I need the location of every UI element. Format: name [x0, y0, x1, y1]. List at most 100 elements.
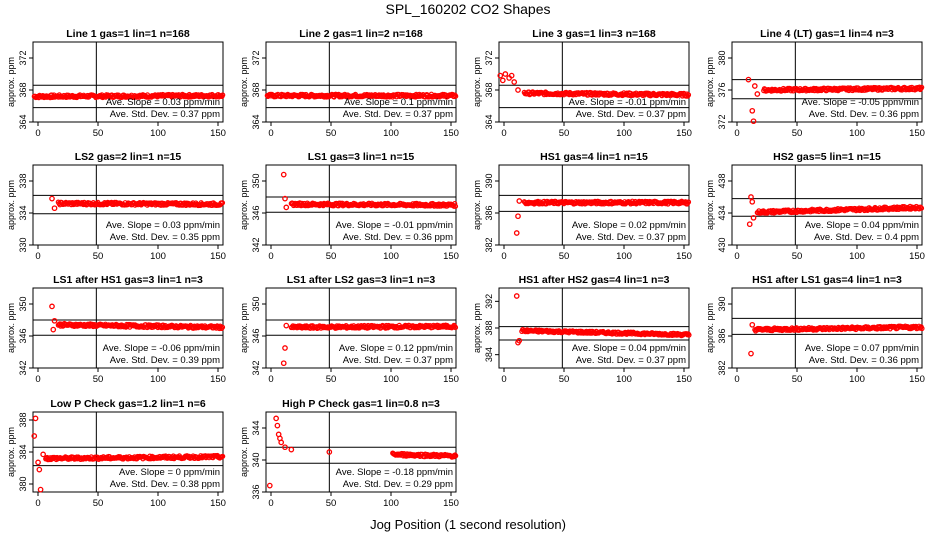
y-tick-label: 386: [717, 328, 727, 343]
data-point: [749, 198, 756, 205]
x-tick-label: 150: [676, 374, 692, 385]
data-point: [453, 453, 459, 459]
data-points: [280, 171, 459, 211]
slope-annotation: Ave. Slope = 0.12 ppm/min: [339, 343, 453, 354]
data-point: [516, 198, 523, 204]
x-tick-label: 50: [792, 374, 803, 385]
x-tick-label: 100: [383, 251, 399, 262]
data-point: [452, 201, 458, 207]
x-tick-label: 0: [268, 251, 273, 262]
data-point: [452, 324, 459, 331]
x-tick-label: 150: [210, 374, 226, 385]
slope-annotation: Ave. Slope = 0 ppm/min: [119, 467, 220, 478]
data-point: [266, 482, 273, 489]
x-tick-label: 0: [268, 128, 273, 139]
x-tick-label: 100: [150, 498, 166, 509]
x-tick-label: 150: [210, 128, 226, 139]
data-point: [40, 451, 46, 458]
y-tick-label: 376: [717, 82, 727, 97]
data-point: [750, 118, 757, 125]
std-dev-annotation: Ave. Std. Dev. = 0.37 ppm: [576, 232, 686, 243]
data-point: [502, 71, 509, 77]
data-point: [749, 321, 756, 328]
subplot-13: Low P Check gas=1.2 lin=1 n=6 0 50 100 150 38…: [6, 398, 226, 509]
y-tick-label: 384: [18, 444, 28, 459]
subplot-11: HS1 after HS2 gas=4 lin=1 n=3 0 50 100 150 38…: [472, 274, 692, 385]
slope-annotation: Ave. Slope = -0.01 ppm/min: [336, 220, 453, 231]
y-tick-label: 346: [251, 205, 261, 220]
data-point: [220, 92, 226, 98]
x-tick-label: 50: [326, 498, 337, 509]
data-point: [283, 322, 290, 329]
subplot-title: Line 4 (LT) gas=1 lin=4 n=3: [760, 28, 894, 40]
slope-annotation: Ave. Slope = -0.18 ppm/min: [336, 467, 453, 478]
data-point: [511, 79, 518, 85]
plot-frame: [498, 41, 690, 123]
x-tick-label: 50: [559, 374, 570, 385]
x-tick-label: 50: [559, 128, 570, 139]
std-dev-annotation: Ave. Std. Dev. = 0.29 ppm: [343, 479, 453, 490]
x-tick-label: 100: [849, 128, 865, 139]
subplot-title: HS1 after LS1 gas=4 lin=1 n=3: [752, 274, 902, 286]
subplot-title: LS1 after HS1 gas=3 lin=1 n=3: [53, 274, 203, 286]
y-tick-label: 384: [484, 347, 494, 362]
data-point: [36, 466, 43, 473]
data-point: [508, 72, 515, 79]
x-tick-label: 50: [93, 128, 104, 139]
data-point: [919, 84, 925, 90]
plot-frame: [265, 411, 457, 493]
data-point: [453, 93, 459, 99]
subplot-3: Line 3 gas=1 lin=3 n=168 0 50 100 150 364 368 3…: [472, 28, 692, 139]
y-tick-label: 342: [251, 360, 261, 375]
y-tick-label: 380: [717, 50, 727, 65]
x-tick-label: 100: [616, 251, 632, 262]
subplot-9: LS1 after HS1 gas=3 lin=1 n=3 0 50 100 150 34…: [6, 274, 226, 385]
x-tick-label: 100: [150, 374, 166, 385]
x-tick-label: 0: [268, 498, 273, 509]
data-point: [754, 91, 761, 97]
y-axis-label: approx. ppm: [6, 57, 16, 107]
std-dev-annotation: Ave. Std. Dev. = 0.37 ppm: [110, 109, 220, 120]
y-tick-label: 390: [484, 173, 494, 188]
y-tick-label: 346: [251, 328, 261, 343]
subplot-title: High P Check gas=1 lin=0.8 n=3: [282, 398, 440, 410]
data-point: [326, 449, 333, 455]
x-tick-label: 100: [849, 374, 865, 385]
y-tick-label: 350: [251, 296, 261, 311]
subplot-8: HS2 gas=5 lin=1 n=15 0 50 100 150 430 434 438ap…: [705, 151, 925, 262]
data-point: [499, 77, 506, 84]
x-tick-label: 0: [35, 128, 40, 139]
x-tick-label: 0: [501, 251, 506, 262]
y-tick-label: 364: [251, 114, 261, 129]
data-point: [278, 439, 285, 446]
y-tick-label: 438: [717, 173, 727, 188]
data-points: [497, 71, 692, 99]
std-dev-annotation: Ave. Std. Dev. = 0.36 ppm: [809, 355, 919, 366]
y-tick-label: 392: [484, 294, 494, 309]
x-tick-label: 100: [383, 498, 399, 509]
y-tick-label: 342: [251, 237, 261, 252]
data-points: [745, 76, 925, 125]
data-point: [497, 72, 504, 79]
data-points: [49, 195, 226, 212]
figure-title: SPL_160202 CO2 Shapes: [385, 1, 551, 17]
plot-frame: [32, 41, 224, 123]
data-point: [35, 459, 41, 466]
subplot-10: LS1 after LS2 gas=3 lin=1 n=3 0 50 100 150 34…: [239, 274, 459, 385]
data-points: [513, 198, 692, 236]
y-tick-label: 430: [717, 237, 727, 252]
subplot-4: Line 4 (LT) gas=1 lin=4 n=3 0 50 100 150 372 3…: [705, 28, 925, 139]
y-tick-label: 380: [18, 476, 28, 491]
slope-annotation: Ave. Slope = 0.04 ppm/min: [805, 220, 919, 231]
subplot-title: Line 2 gas=1 lin=2 n=168: [299, 28, 423, 40]
data-point: [31, 433, 38, 439]
y-tick-label: 382: [717, 360, 727, 375]
slope-annotation: Ave. Slope = 0.03 ppm/min: [106, 220, 220, 231]
x-tick-label: 150: [443, 498, 459, 509]
y-tick-label: 372: [717, 114, 727, 129]
y-tick-label: 346: [18, 328, 28, 343]
subplot-title: LS2 gas=2 lin=1 n=15: [75, 151, 182, 163]
data-points: [748, 321, 925, 357]
data-point: [748, 194, 754, 200]
plot-frame: [265, 41, 457, 123]
